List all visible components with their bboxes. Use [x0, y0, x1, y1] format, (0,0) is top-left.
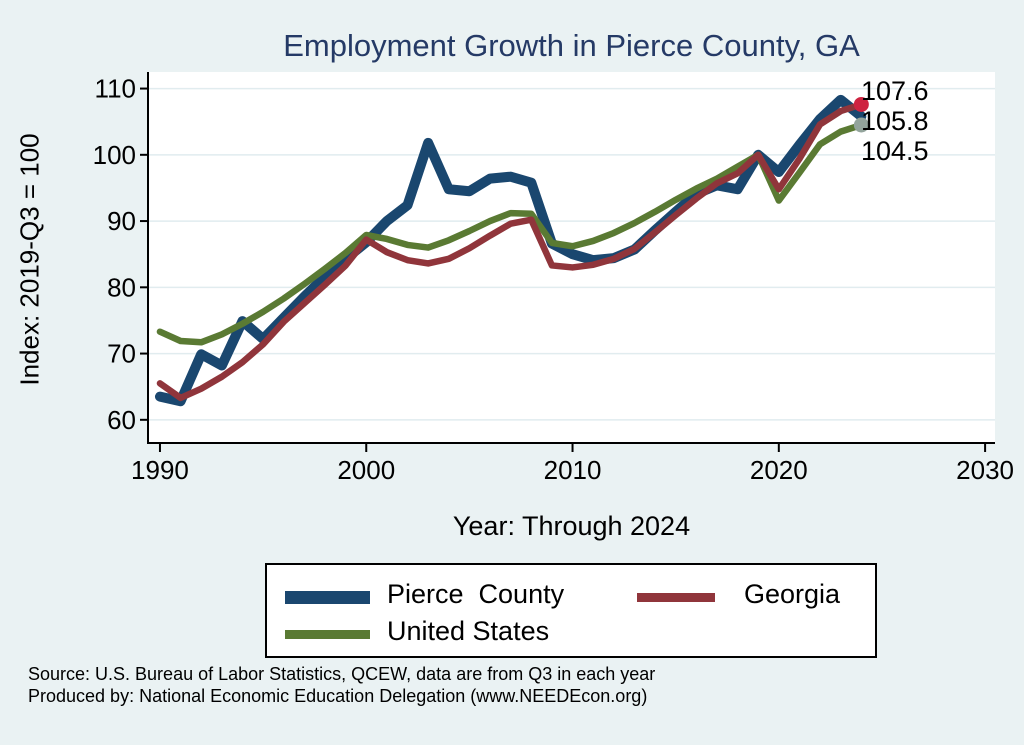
x-axis-title: Year: Through 2024 — [452, 511, 691, 541]
series-line-united-states — [156, 121, 865, 346]
y-tick-label: 90 — [107, 206, 136, 236]
legend-swatch-united-states — [285, 630, 370, 639]
x-tick-label: 2000 — [337, 455, 395, 485]
end-label-pierce-county: 105.8 — [861, 106, 929, 136]
legend-swatch-georgia — [637, 593, 715, 602]
end-dot-united-states — [853, 117, 869, 133]
legend-swatch-pierce-county — [285, 591, 370, 604]
legend-label-pierce-county: Pierce County — [387, 579, 565, 609]
end-label-united-states: 104.5 — [861, 136, 929, 166]
x-tick-label: 2010 — [544, 455, 602, 485]
source-line-2: Produced by: National Economic Education… — [28, 686, 648, 706]
chart-title: Employment Growth in Pierce County, GA — [283, 28, 860, 63]
end-label-georgia: 107.6 — [861, 76, 929, 106]
y-tick-label: 60 — [107, 405, 136, 435]
x-tick-label: 2020 — [750, 455, 808, 485]
legend: Pierce County Georgia United States — [265, 563, 877, 658]
end-dot-georgia — [853, 96, 869, 112]
y-tick-label: 80 — [107, 272, 136, 302]
y-tick-label: 100 — [93, 140, 136, 170]
y-tick-label: 70 — [107, 339, 136, 369]
y-tick-label: 110 — [95, 74, 136, 104]
x-tick-label: 1990 — [131, 455, 189, 485]
legend-label-georgia: Georgia — [744, 579, 841, 609]
legend-label-united-states: United States — [387, 616, 550, 646]
x-tick-label: 2030 — [956, 455, 1014, 485]
series-line-georgia — [156, 101, 865, 402]
source-line-1: Source: U.S. Bureau of Labor Statistics,… — [28, 664, 656, 684]
